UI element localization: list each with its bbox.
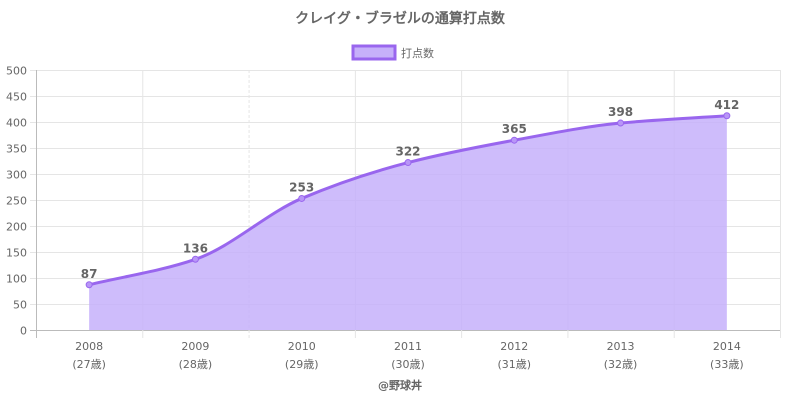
x-axis: 2008 (27歳) 2009 (28歳) 2010 (29歳) 2011 (30歳) 2012… [72, 340, 743, 371]
data-point[interactable] [723, 112, 731, 120]
x-tick-sublabel: (31歳) [497, 358, 531, 371]
data-label: 412 [714, 98, 739, 112]
credit-text: @野球丼 [378, 378, 422, 392]
data-label: 322 [395, 145, 420, 159]
x-tick-label: 2010 [288, 340, 316, 353]
y-tick-label: 400 [6, 117, 27, 130]
x-tick-sublabel: (30歳) [391, 358, 425, 371]
x-tick-sublabel: (32歳) [604, 358, 638, 371]
legend-label: 打点数 [401, 46, 434, 60]
legend-swatch [351, 44, 397, 61]
y-tick-label: 350 [6, 143, 27, 156]
y-tick-label: 100 [6, 273, 27, 286]
y-tick-label: 200 [6, 221, 27, 234]
chart-title: クレイグ・ブラゼルの通算打点数 [295, 10, 506, 27]
data-point[interactable] [85, 281, 93, 289]
y-tick-label: 250 [6, 195, 27, 208]
data-point[interactable] [404, 159, 412, 167]
data-label: 365 [502, 122, 527, 136]
x-tick-sublabel: (29歳) [285, 358, 319, 371]
series-points [85, 112, 731, 289]
data-label: 398 [608, 105, 633, 119]
y-tick-label: 500 [6, 65, 27, 78]
x-tick-label: 2008 [75, 340, 103, 353]
data-point[interactable] [191, 255, 199, 263]
x-tick-label: 2014 [713, 340, 741, 353]
x-tick-label: 2012 [500, 340, 528, 353]
y-tick-label: 150 [6, 247, 27, 260]
y-tick-label: 0 [20, 325, 27, 338]
x-tick-label: 2013 [607, 340, 635, 353]
series-area [89, 115, 727, 330]
data-point[interactable] [510, 136, 518, 144]
data-label: 87 [81, 267, 98, 281]
x-tick-sublabel: (33歳) [710, 358, 744, 371]
y-tick-label: 300 [6, 169, 27, 182]
data-labels: 87 136 253 322 365 398 412 [81, 98, 740, 281]
x-tick-sublabel: (27歳) [72, 358, 106, 371]
data-point[interactable] [298, 194, 306, 202]
x-tick-sublabel: (28歳) [179, 358, 213, 371]
y-axis: 0 50 100 150 200 250 300 350 400 450 500 [6, 65, 27, 338]
y-tick-label: 450 [6, 91, 27, 104]
x-tick-label: 2009 [181, 340, 209, 353]
data-label: 136 [183, 241, 208, 255]
data-label: 253 [289, 180, 314, 194]
series-fill [89, 115, 727, 330]
data-point[interactable] [617, 119, 625, 127]
y-tick-label: 50 [13, 299, 27, 312]
x-tick-label: 2011 [394, 340, 422, 353]
legend[interactable]: 打点数 [351, 44, 434, 61]
